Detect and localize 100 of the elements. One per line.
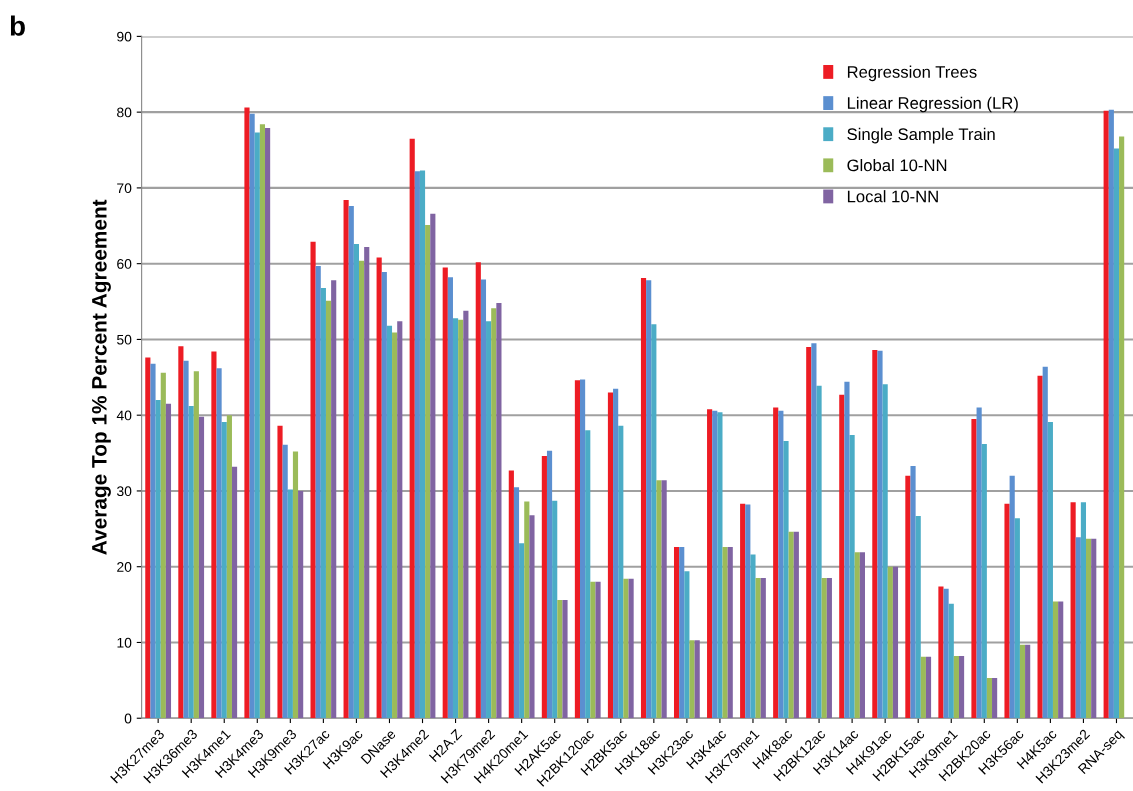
bar xyxy=(155,400,161,719)
bar xyxy=(452,318,459,719)
bar xyxy=(590,581,596,719)
bar xyxy=(343,200,349,719)
bar xyxy=(646,280,652,719)
legend-label: Global 10-NN xyxy=(847,158,947,172)
legend-label: Regression Trees xyxy=(847,65,977,82)
bar xyxy=(750,554,756,719)
bar xyxy=(839,394,845,719)
y-tick-label: 40 xyxy=(116,410,132,421)
bar xyxy=(849,434,855,719)
bar xyxy=(1019,644,1026,719)
bar xyxy=(707,409,713,719)
bar xyxy=(353,243,359,719)
bar xyxy=(651,324,657,719)
bar xyxy=(607,392,614,719)
bar xyxy=(793,531,799,719)
bar xyxy=(491,308,497,719)
bar xyxy=(623,578,629,719)
bar xyxy=(953,656,959,719)
bar xyxy=(364,247,370,719)
legend-label: Local 10-NN xyxy=(847,190,938,203)
bar xyxy=(1025,644,1031,719)
bar xyxy=(684,571,690,719)
bar xyxy=(689,640,695,719)
bar xyxy=(524,501,530,719)
bar xyxy=(386,325,393,719)
bar xyxy=(694,640,700,719)
bar xyxy=(226,415,232,719)
bar xyxy=(613,388,619,719)
bar xyxy=(773,407,779,719)
bar xyxy=(287,489,293,719)
bar xyxy=(574,380,581,719)
bar xyxy=(292,451,299,719)
bar xyxy=(178,346,184,719)
y-tick-label: 20 xyxy=(117,562,132,572)
y-tick-label: 0 xyxy=(124,713,132,724)
bar xyxy=(892,566,899,719)
legend-label: Linear Regression (LR) xyxy=(847,96,1018,113)
bar xyxy=(844,381,850,719)
y-tick-label: 90 xyxy=(117,31,132,42)
bar xyxy=(282,444,288,719)
bar xyxy=(496,303,502,719)
bar xyxy=(414,171,420,719)
bar xyxy=(265,128,271,719)
bar xyxy=(320,287,326,719)
bar xyxy=(145,357,151,719)
bar xyxy=(552,500,558,719)
bar xyxy=(331,280,337,719)
bar xyxy=(887,566,893,719)
bar xyxy=(409,138,415,719)
bar xyxy=(905,475,911,719)
y-tick-label: 80 xyxy=(117,107,132,118)
bar xyxy=(381,272,387,719)
bar xyxy=(254,132,260,719)
bar xyxy=(938,586,944,719)
bar xyxy=(348,206,354,719)
bar xyxy=(816,385,822,719)
bar xyxy=(755,578,761,719)
bar xyxy=(740,503,746,719)
bar xyxy=(580,379,586,719)
bar xyxy=(910,465,916,719)
bar xyxy=(463,310,469,719)
y-tick-label: 70 xyxy=(117,183,132,194)
bar xyxy=(546,450,553,719)
bar xyxy=(877,350,883,719)
text: b xyxy=(10,15,25,36)
bar xyxy=(821,578,827,719)
bar xyxy=(160,372,166,719)
bar xyxy=(981,443,987,719)
bar xyxy=(661,480,667,719)
bar xyxy=(882,384,888,719)
bar xyxy=(1091,538,1097,719)
bar xyxy=(925,656,932,719)
bar xyxy=(529,515,535,719)
bar xyxy=(1119,136,1125,719)
bar xyxy=(1047,422,1053,719)
y-axis-title: Average Top 1% Percent Agreement xyxy=(91,199,111,555)
bar xyxy=(585,430,591,719)
bar xyxy=(717,412,723,719)
bar xyxy=(788,531,794,719)
y-tick-label: 30 xyxy=(116,486,132,497)
bar xyxy=(992,678,998,719)
bar xyxy=(826,578,832,719)
bar xyxy=(562,600,568,719)
bar xyxy=(183,360,189,719)
bar xyxy=(986,678,993,719)
bar xyxy=(760,578,766,719)
bar xyxy=(1108,109,1114,719)
bar xyxy=(315,265,321,719)
bar xyxy=(656,480,662,719)
bar xyxy=(198,416,205,719)
y-tick-label: 50 xyxy=(117,334,132,345)
bar xyxy=(778,410,784,719)
bar xyxy=(165,403,172,719)
bar xyxy=(397,321,403,719)
bar xyxy=(244,107,250,719)
bar xyxy=(486,321,492,719)
bar xyxy=(221,422,227,719)
bar xyxy=(640,278,647,719)
